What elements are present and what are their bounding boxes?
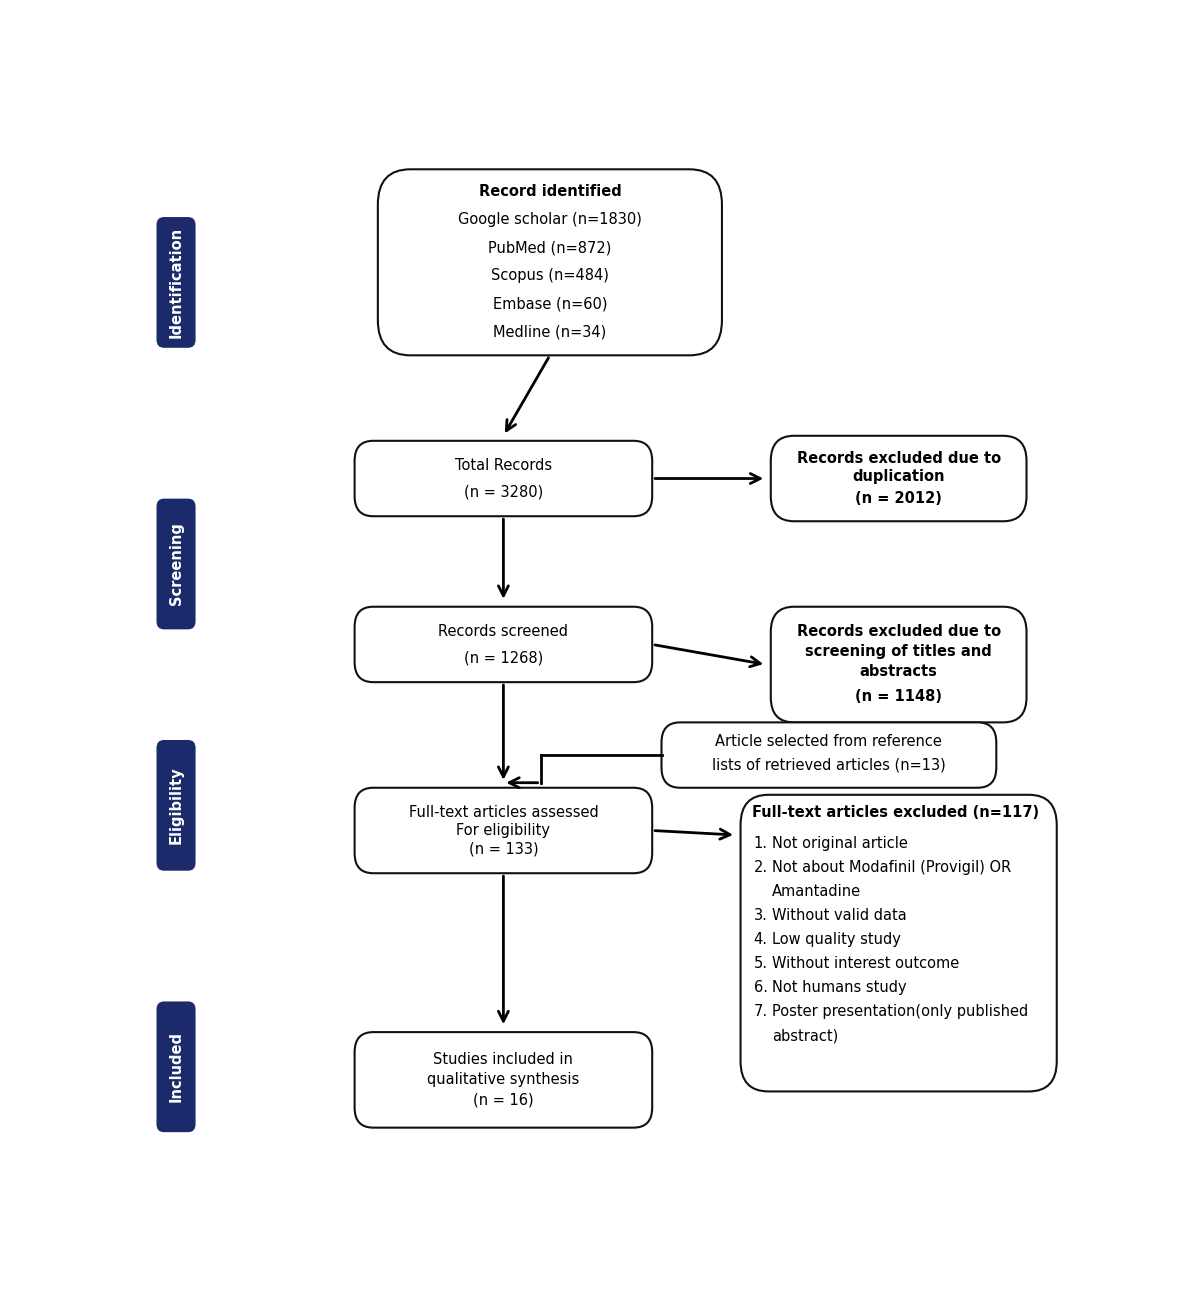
Text: Not about Modafinil (Provigil) OR: Not about Modafinil (Provigil) OR — [772, 859, 1012, 875]
Text: PubMed (n=872): PubMed (n=872) — [488, 240, 612, 255]
Text: Embase (n=60): Embase (n=60) — [493, 296, 607, 312]
Text: Without interest outcome: Without interest outcome — [772, 956, 960, 972]
FancyBboxPatch shape — [156, 741, 196, 871]
Text: Medline (n=34): Medline (n=34) — [493, 325, 606, 340]
Text: qualitative synthesis: qualitative synthesis — [427, 1072, 580, 1088]
FancyBboxPatch shape — [740, 795, 1057, 1092]
Text: (n = 1148): (n = 1148) — [856, 690, 942, 704]
Text: Not original article: Not original article — [772, 836, 908, 850]
Text: lists of retrieved articles (n=13): lists of retrieved articles (n=13) — [712, 757, 946, 773]
Text: (n = 1268): (n = 1268) — [463, 650, 544, 665]
Text: For eligibility: For eligibility — [456, 823, 551, 838]
Text: Records excluded due to: Records excluded due to — [797, 624, 1001, 639]
Text: 4.: 4. — [754, 932, 768, 947]
Text: Screening: Screening — [168, 522, 184, 606]
Text: screening of titles and: screening of titles and — [805, 644, 992, 660]
Text: (n = 133): (n = 133) — [468, 841, 539, 857]
Text: Amantadine: Amantadine — [772, 884, 862, 899]
FancyBboxPatch shape — [770, 436, 1026, 521]
Text: 6.: 6. — [754, 981, 768, 995]
Text: Identification: Identification — [168, 227, 184, 338]
Text: Records excluded due to: Records excluded due to — [797, 451, 1001, 466]
FancyBboxPatch shape — [355, 788, 653, 874]
Text: Low quality study: Low quality study — [772, 932, 901, 947]
Text: (n = 3280): (n = 3280) — [463, 485, 544, 499]
Text: 5.: 5. — [754, 956, 768, 972]
Text: Google scholar (n=1830): Google scholar (n=1830) — [458, 212, 642, 227]
Text: duplication: duplication — [852, 469, 944, 485]
Text: Without valid data: Without valid data — [772, 908, 907, 923]
Text: Included: Included — [168, 1032, 184, 1102]
Text: Eligibility: Eligibility — [168, 767, 184, 844]
Text: Studies included in: Studies included in — [433, 1053, 574, 1067]
Text: 1.: 1. — [754, 836, 768, 850]
FancyBboxPatch shape — [355, 607, 653, 682]
FancyBboxPatch shape — [156, 1002, 196, 1132]
FancyBboxPatch shape — [156, 499, 196, 629]
FancyBboxPatch shape — [661, 722, 996, 788]
FancyBboxPatch shape — [770, 607, 1026, 722]
Text: 3.: 3. — [754, 908, 768, 923]
Text: Record identified: Record identified — [479, 184, 622, 199]
Text: Full-text articles excluded (n=117): Full-text articles excluded (n=117) — [751, 806, 1039, 820]
Text: Records screened: Records screened — [438, 624, 569, 639]
Text: Scopus (n=484): Scopus (n=484) — [491, 269, 608, 283]
Text: Not humans study: Not humans study — [772, 981, 907, 995]
FancyBboxPatch shape — [355, 1032, 653, 1127]
Text: (n = 16): (n = 16) — [473, 1093, 534, 1107]
Text: abstracts: abstracts — [859, 663, 937, 679]
Text: abstract): abstract) — [772, 1029, 839, 1043]
Text: Poster presentation(only published: Poster presentation(only published — [772, 1004, 1028, 1020]
Text: Full-text articles assessed: Full-text articles assessed — [408, 804, 599, 820]
FancyBboxPatch shape — [156, 217, 196, 347]
Text: 7.: 7. — [754, 1004, 768, 1020]
FancyBboxPatch shape — [355, 441, 653, 516]
Text: Article selected from reference: Article selected from reference — [715, 734, 942, 750]
FancyBboxPatch shape — [378, 170, 722, 355]
Text: Total Records: Total Records — [455, 458, 552, 473]
Text: (n = 2012): (n = 2012) — [856, 491, 942, 507]
Text: 2.: 2. — [754, 859, 768, 875]
